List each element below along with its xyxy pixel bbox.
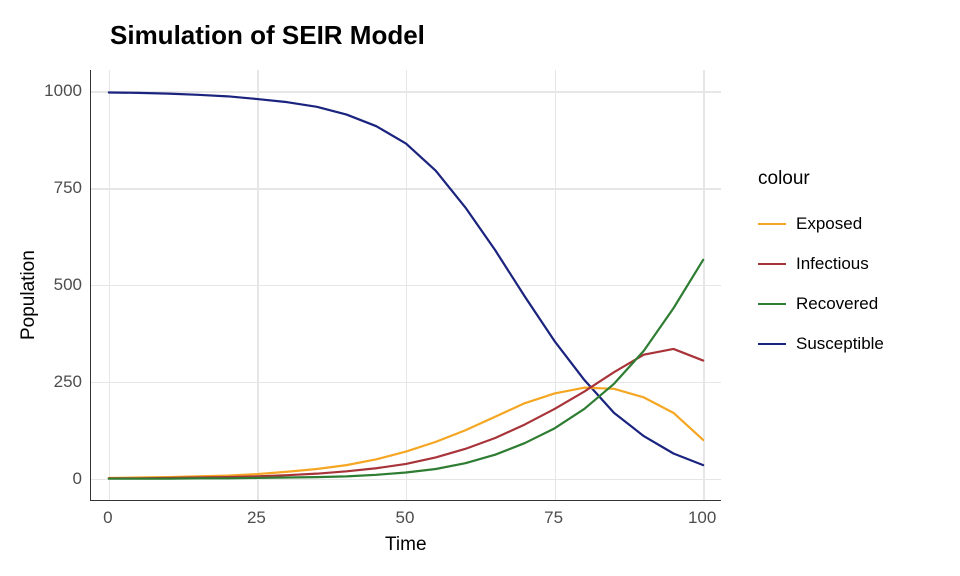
y-tick-label: 250: [40, 372, 82, 392]
series-line-recovered: [109, 260, 703, 479]
line-series-layer: [91, 70, 721, 500]
series-line-susceptible: [109, 92, 703, 465]
x-tick-label: 0: [103, 508, 112, 528]
legend-swatch: [758, 223, 786, 225]
legend-swatch: [758, 343, 786, 345]
chart-container: Simulation of SEIR Model Population Time…: [0, 0, 960, 576]
x-tick-label: 75: [544, 508, 563, 528]
legend-label: Infectious: [796, 254, 869, 274]
plot-area: [90, 70, 721, 501]
x-tick-label: 100: [688, 508, 716, 528]
y-tick-label: 0: [40, 469, 82, 489]
legend-item-infectious: Infectious: [758, 252, 869, 276]
chart-title: Simulation of SEIR Model: [110, 20, 425, 51]
y-tick-label: 500: [40, 275, 82, 295]
y-axis-label: Population: [18, 250, 40, 340]
legend-item-exposed: Exposed: [758, 212, 862, 236]
y-tick-label: 750: [40, 178, 82, 198]
legend-item-recovered: Recovered: [758, 292, 878, 316]
legend-label: Exposed: [796, 214, 862, 234]
legend-swatch: [758, 303, 786, 305]
legend-title: colour: [758, 168, 810, 190]
x-tick-label: 25: [247, 508, 266, 528]
legend-item-susceptible: Susceptible: [758, 332, 884, 356]
x-tick-label: 50: [396, 508, 415, 528]
legend-swatch: [758, 263, 786, 265]
legend-label: Susceptible: [796, 334, 884, 354]
legend-label: Recovered: [796, 294, 878, 314]
x-axis-label: Time: [385, 534, 427, 556]
y-tick-label: 1000: [40, 81, 82, 101]
